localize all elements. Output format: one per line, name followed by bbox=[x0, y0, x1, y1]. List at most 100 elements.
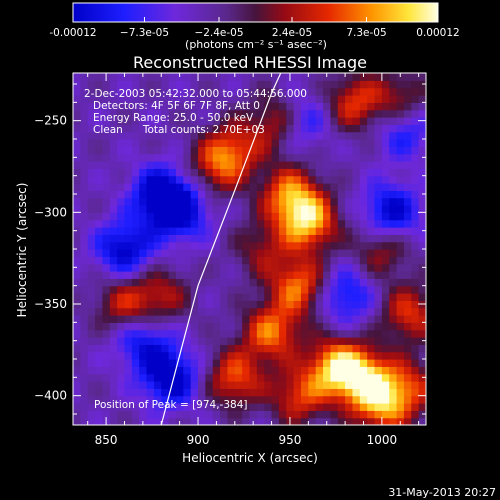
heatmap-cell bbox=[271, 117, 280, 125]
heatmap-cell bbox=[95, 227, 104, 235]
heatmap-cell bbox=[124, 146, 133, 155]
heatmap-cell bbox=[131, 249, 140, 257]
heatmap-cell bbox=[117, 388, 126, 397]
heatmap-cell bbox=[359, 366, 368, 375]
heatmap-cell bbox=[345, 263, 354, 272]
heatmap-cell bbox=[359, 359, 368, 367]
heatmap-cell bbox=[242, 388, 251, 397]
heatmap-cell bbox=[102, 146, 111, 155]
heatmap-cell bbox=[337, 205, 346, 213]
heatmap-cell bbox=[80, 190, 89, 199]
heatmap-cell bbox=[411, 183, 420, 191]
heatmap-cell bbox=[293, 381, 302, 389]
heatmap-cell bbox=[183, 175, 192, 184]
heatmap-cell bbox=[403, 410, 412, 419]
heatmap-cell bbox=[359, 300, 368, 309]
heatmap-cell bbox=[374, 410, 383, 419]
heatmap-cell bbox=[102, 271, 111, 279]
heatmap-cell bbox=[345, 307, 354, 316]
heatmap-cell bbox=[73, 212, 81, 221]
heatmap-cell bbox=[242, 87, 251, 96]
heatmap-cell bbox=[396, 381, 405, 389]
heatmap-cell bbox=[131, 256, 140, 265]
heatmap-cell bbox=[345, 95, 354, 103]
heatmap-cell bbox=[124, 278, 133, 287]
heatmap-cell bbox=[131, 124, 140, 133]
heatmap-cell bbox=[139, 278, 148, 287]
heatmap-cell bbox=[220, 344, 229, 353]
heatmap-cell bbox=[168, 307, 177, 316]
heatmap-cell bbox=[153, 109, 162, 118]
heatmap-cell bbox=[161, 109, 170, 118]
heatmap-cell bbox=[345, 80, 354, 89]
heatmap-cell bbox=[190, 322, 199, 331]
heatmap-cell bbox=[278, 168, 287, 177]
heatmap-cell bbox=[403, 278, 412, 287]
heatmap-cell bbox=[205, 131, 214, 140]
heatmap-cell bbox=[87, 329, 96, 338]
heatmap-cell bbox=[367, 153, 376, 162]
heatmap-cell bbox=[300, 263, 309, 272]
heatmap-cell bbox=[256, 351, 265, 360]
heatmap-cell bbox=[381, 388, 390, 397]
heatmap-cell bbox=[411, 293, 420, 301]
heatmap-cell bbox=[205, 241, 214, 250]
heatmap-cell bbox=[389, 381, 398, 389]
heatmap-cell bbox=[271, 381, 280, 389]
heatmap-cell bbox=[139, 351, 148, 360]
heatmap-cell bbox=[175, 329, 184, 338]
heatmap-cell bbox=[359, 168, 368, 177]
heatmap-cell bbox=[220, 278, 229, 287]
heatmap-cell bbox=[161, 73, 170, 81]
heatmap-cell bbox=[168, 161, 177, 169]
heatmap-cell bbox=[300, 205, 309, 213]
heatmap-cell bbox=[124, 395, 133, 404]
heatmap-cell bbox=[227, 351, 236, 360]
heatmap-cell bbox=[337, 249, 346, 257]
heatmap-cell bbox=[264, 87, 273, 96]
heatmap-cell bbox=[300, 351, 309, 360]
heatmap-cell bbox=[411, 227, 420, 235]
heatmap-cell bbox=[198, 344, 206, 353]
heatmap-cell bbox=[161, 124, 170, 133]
heatmap-cell bbox=[345, 219, 354, 228]
heatmap-cell bbox=[256, 278, 265, 287]
heatmap-cell bbox=[220, 329, 229, 338]
heatmap-cell bbox=[124, 256, 133, 265]
heatmap-cell bbox=[381, 285, 390, 294]
heatmap-cell bbox=[308, 109, 317, 118]
heatmap-cell bbox=[352, 395, 361, 404]
heatmap-cell bbox=[249, 300, 258, 309]
heatmap-cell bbox=[220, 95, 229, 103]
heatmap-cell bbox=[220, 183, 229, 191]
heatmap-cell bbox=[139, 271, 148, 279]
heatmap-cell bbox=[323, 271, 331, 279]
heatmap-cell bbox=[198, 359, 206, 367]
heatmap-cell bbox=[175, 300, 184, 309]
heatmap-cell bbox=[109, 263, 118, 272]
heatmap-cell bbox=[381, 161, 390, 169]
heatmap-cell bbox=[175, 359, 184, 367]
heatmap-cell bbox=[345, 344, 354, 353]
heatmap-cell bbox=[190, 87, 199, 96]
heatmap-cell bbox=[315, 95, 324, 103]
heatmap-cell bbox=[308, 263, 317, 272]
heatmap-cell bbox=[418, 146, 426, 155]
heatmap-cell bbox=[359, 388, 368, 397]
heatmap-cell bbox=[264, 117, 273, 125]
heatmap-cell bbox=[249, 168, 258, 177]
heatmap-cell bbox=[139, 293, 148, 301]
heatmap-cell bbox=[205, 153, 214, 162]
heatmap-cell bbox=[183, 161, 192, 169]
heatmap-cell bbox=[227, 366, 236, 375]
heatmap-cell bbox=[418, 168, 426, 177]
heatmap-cell bbox=[190, 315, 199, 323]
heatmap-cell bbox=[278, 73, 287, 81]
heatmap-cell bbox=[161, 293, 170, 301]
heatmap-cell bbox=[330, 417, 339, 425]
heatmap-cell bbox=[161, 300, 170, 309]
heatmap-cell bbox=[249, 109, 258, 118]
heatmap-cell bbox=[256, 124, 265, 133]
heatmap-cell bbox=[330, 403, 339, 411]
heatmap-cell bbox=[95, 300, 104, 309]
